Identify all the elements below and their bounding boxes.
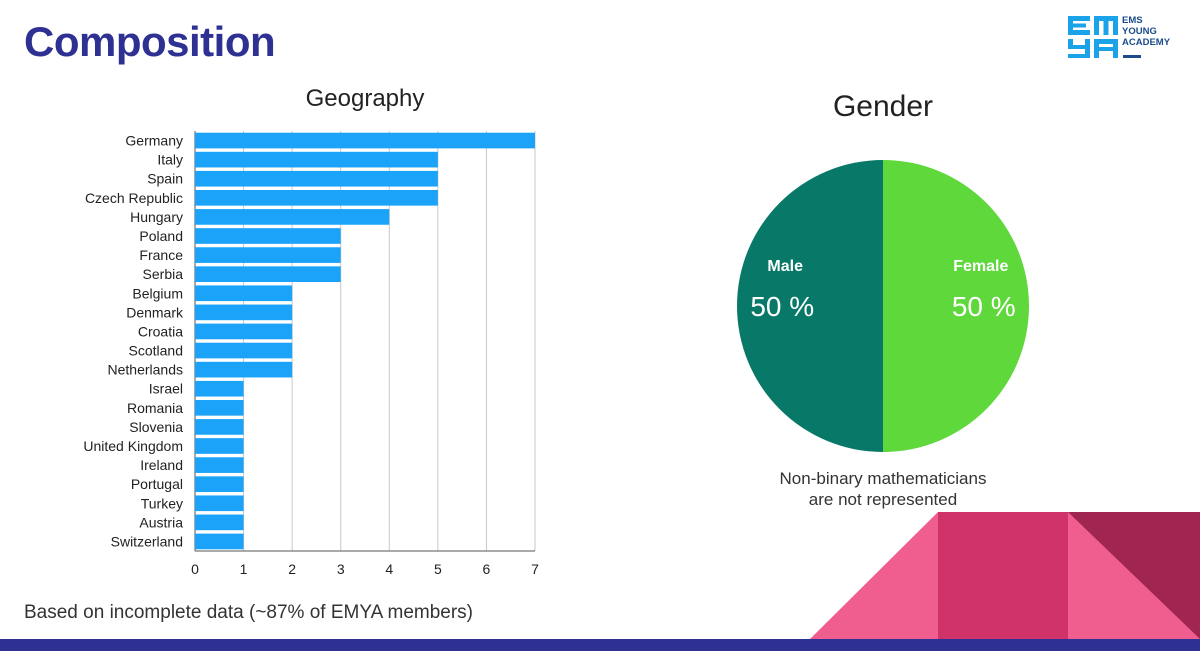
logo-line: ACADEMY: [1122, 37, 1171, 48]
pie-slice: [737, 160, 883, 452]
category-label: Austria: [139, 514, 183, 530]
bar: [195, 380, 244, 397]
x-tick-label: 2: [288, 561, 296, 577]
slice-name-label: Male: [767, 258, 803, 275]
bar: [195, 457, 244, 473]
footnote: Based on incomplete data (~87% of EMYA m…: [24, 602, 474, 623]
pie-note-line: Non-binary mathematicians: [780, 469, 987, 488]
bar: [195, 285, 293, 302]
emya-logo: [1068, 16, 1141, 58]
bar: [195, 533, 244, 550]
category-label: Spain: [147, 171, 183, 187]
category-label: France: [139, 247, 183, 263]
bar: [195, 438, 244, 454]
bar: [195, 228, 341, 244]
x-tick-label: 6: [483, 561, 491, 577]
bar: [195, 495, 244, 512]
slice-name-label: Female: [953, 258, 1008, 275]
bar: [195, 304, 293, 321]
x-tick-label: 0: [191, 561, 199, 577]
category-label: Czech Republic: [85, 190, 183, 206]
chart-title: Gender: [833, 90, 933, 123]
pie-slice: [883, 160, 1029, 452]
category-label: Portugal: [131, 476, 183, 492]
gender-pie-chart: Gender Male 50 % Female 50 % Non-binary mat…: [737, 90, 1029, 509]
category-label: Israel: [149, 381, 183, 397]
bar: [195, 399, 244, 416]
bar: [195, 476, 244, 493]
logo-line: YOUNG: [1122, 26, 1157, 37]
category-label: Denmark: [126, 304, 184, 320]
pie-note-line: are not represented: [809, 490, 957, 509]
category-label: Hungary: [130, 209, 183, 225]
category-label: Serbia: [143, 266, 184, 282]
slice-value-label: 50 %: [952, 291, 1016, 322]
bar: [195, 209, 390, 225]
slice-value-label: 50 %: [750, 291, 814, 322]
bar: [195, 342, 293, 359]
category-label: Scotland: [129, 343, 183, 359]
bar: [195, 419, 244, 435]
slide-title: Composition: [24, 18, 276, 65]
chart-title: Geography: [306, 85, 425, 112]
bar: [195, 189, 438, 206]
bar: [195, 170, 438, 187]
bar: [195, 247, 341, 263]
bar: [195, 132, 535, 149]
category-label: Netherlands: [108, 362, 184, 378]
category-label: Turkey: [141, 495, 183, 511]
category-label: Poland: [139, 228, 183, 244]
category-label: Croatia: [138, 323, 183, 339]
category-label: Ireland: [140, 457, 183, 473]
bar: [195, 266, 341, 283]
x-tick-label: 7: [531, 561, 539, 577]
logo-line: EMS: [1122, 15, 1143, 26]
x-tick-label: 4: [385, 561, 393, 577]
category-label: Slovenia: [129, 419, 183, 435]
category-label: Switzerland: [111, 533, 183, 549]
category-label: United Kingdom: [83, 438, 183, 454]
geography-bar-chart: Geography Germany Italy Spain Czech Republi…: [83, 85, 539, 577]
x-tick-label: 5: [434, 561, 442, 577]
category-label: Germany: [125, 133, 183, 149]
category-label: Italy: [157, 152, 183, 168]
logo-wordmark: EMS YOUNG ACADEMY: [1122, 15, 1170, 48]
category-label: Romania: [127, 400, 183, 416]
x-tick-label: 1: [240, 561, 248, 577]
bar: [195, 323, 293, 340]
bar: [195, 514, 244, 531]
bar: [195, 361, 293, 378]
x-tick-label: 3: [337, 561, 345, 577]
bar: [195, 151, 438, 168]
bottom-band: [0, 639, 1200, 651]
category-label: Belgium: [132, 285, 183, 301]
